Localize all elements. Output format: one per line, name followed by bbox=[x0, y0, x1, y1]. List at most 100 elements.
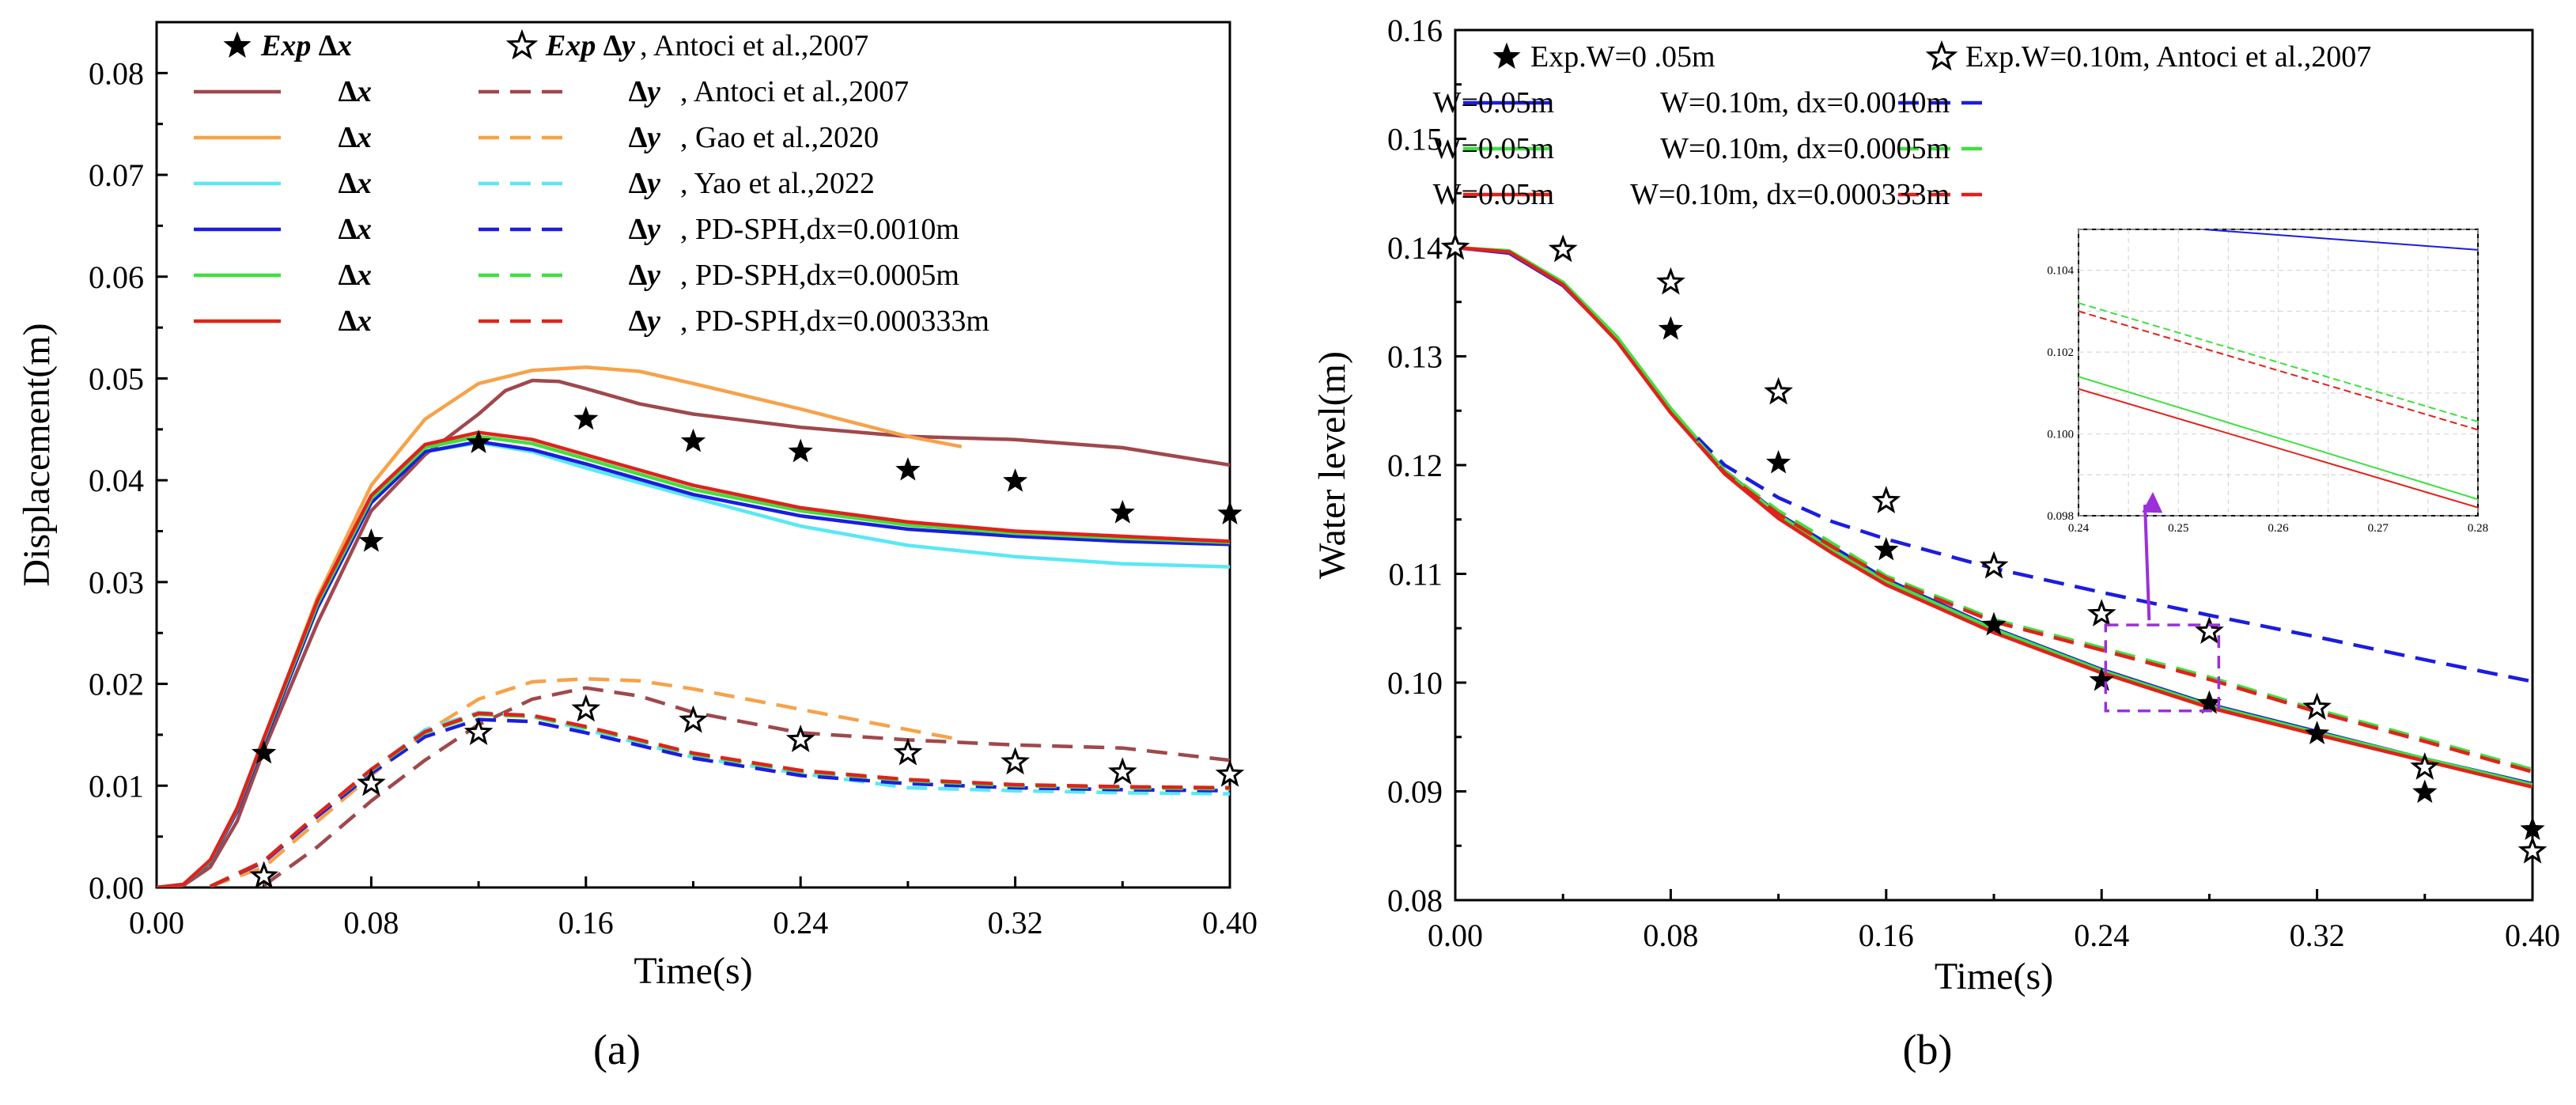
open-star-marker bbox=[1444, 236, 1467, 257]
filled-star-marker bbox=[897, 458, 920, 479]
y-tick-label: 0.03 bbox=[89, 565, 144, 600]
inset-x-tick-label: 0.24 bbox=[2068, 522, 2090, 535]
legend-left-label: W=0.05m bbox=[1433, 178, 1554, 211]
y-axis-label: Water level(m) bbox=[1311, 351, 1353, 579]
y-tick-label: 0.01 bbox=[89, 768, 144, 804]
y-tick-label: 0.06 bbox=[89, 259, 144, 295]
y-tick-label: 0.14 bbox=[1387, 230, 1443, 266]
legend-right-label: ∆y bbox=[629, 213, 660, 246]
open-star-marker bbox=[1659, 271, 1682, 292]
inset-y-tick-label: 0.102 bbox=[2047, 346, 2074, 359]
legend-suffix: , Antoci et al.,2007 bbox=[640, 29, 868, 62]
y-tick-label: 0.16 bbox=[1387, 13, 1443, 48]
legend-suffix: , PD-SPH,dx=0.000333m bbox=[680, 305, 989, 338]
filled-star-marker bbox=[1659, 317, 1682, 339]
y-tick-label: 0.08 bbox=[1387, 883, 1443, 918]
series-line bbox=[210, 714, 1230, 886]
series-line bbox=[157, 367, 962, 887]
legend-right-label: ∆y bbox=[629, 167, 660, 200]
series-line bbox=[210, 713, 1230, 887]
legend-suffix: , PD-SPH,dx=0.0005m bbox=[680, 259, 959, 292]
panel-b: 0.00 0.08 0.16 0.24 0.32 0.400.080.090.100.11… bbox=[1311, 13, 2560, 1073]
legend-left-label: ∆x bbox=[339, 259, 372, 292]
filled-star-marker bbox=[789, 440, 812, 461]
legend-left-label: ∆x bbox=[339, 75, 372, 108]
y-tick-label: 0.09 bbox=[1387, 774, 1443, 810]
filled-star-marker bbox=[1767, 451, 1790, 472]
open-star-marker bbox=[1983, 554, 2006, 576]
open-star-marker bbox=[2306, 696, 2328, 717]
y-tick-label: 0.13 bbox=[1387, 339, 1443, 375]
y-tick-label: 0.05 bbox=[89, 361, 144, 396]
inset-x-tick-label: 0.28 bbox=[2468, 522, 2488, 535]
x-tick-label: 0.40 bbox=[1202, 905, 1258, 940]
open-star-marker bbox=[1111, 761, 1134, 782]
y-tick-label: 0.02 bbox=[89, 667, 144, 702]
inset-x-tick-label: 0.25 bbox=[2168, 522, 2188, 535]
x-axis-label: Time(s) bbox=[1935, 956, 2053, 997]
inset-y-tick-label: 0.104 bbox=[2047, 265, 2074, 278]
open-star-marker bbox=[897, 741, 920, 763]
x-tick-label: 0.40 bbox=[2505, 918, 2560, 953]
legend-right-label: Exp.W=0.10m, Antoci et al.,2007 bbox=[1965, 40, 2371, 74]
series-line bbox=[210, 720, 1230, 887]
legend-left-label: W=0.05m bbox=[1433, 132, 1554, 165]
y-axis-label: Displacement(m) bbox=[16, 323, 58, 586]
open-star-marker bbox=[1767, 380, 1790, 402]
open-star-marker bbox=[1875, 489, 1898, 510]
x-axis-label: Time(s) bbox=[634, 950, 752, 992]
legend-suffix: , Gao et al.,2020 bbox=[680, 121, 879, 154]
legend-suffix: , Antoci et al.,2007 bbox=[680, 75, 909, 108]
legend-left-label: W=0.05m bbox=[1433, 86, 1554, 119]
x-tick-label: 0.24 bbox=[2074, 918, 2129, 953]
y-tick-label: 0.08 bbox=[89, 55, 144, 91]
open-star-marker bbox=[1552, 238, 1575, 259]
legend-right-label: ∆y bbox=[629, 121, 660, 154]
panel-label: (b) bbox=[1903, 1026, 1953, 1073]
inset-x-tick-label: 0.26 bbox=[2268, 522, 2289, 535]
x-tick-label: 0.00 bbox=[129, 905, 184, 940]
filled-star-marker bbox=[2306, 722, 2328, 744]
legend-left-label: ∆x bbox=[339, 305, 372, 338]
legend-right-label: Exp ∆y bbox=[545, 29, 635, 62]
series-line bbox=[210, 713, 1230, 887]
inset-chart: 0.24 0.25 0.26 0.27 0.28 0.098 0.100 0.102 0.104 bbox=[2047, 229, 2488, 535]
open-star-marker bbox=[682, 709, 705, 730]
legend-filled-star bbox=[1494, 44, 1519, 68]
x-tick-label: 0.32 bbox=[2290, 918, 2345, 953]
inset-y-tick-label: 0.100 bbox=[2047, 429, 2074, 441]
legend-open-star bbox=[1929, 44, 1954, 68]
series-line bbox=[157, 380, 1230, 887]
x-tick-label: 0.32 bbox=[988, 905, 1043, 940]
legend-right-label: W=0.10m, dx=0.0005m bbox=[1660, 132, 1950, 165]
legend-left-label: ∆x bbox=[339, 213, 372, 246]
y-tick-label: 0.00 bbox=[89, 870, 144, 906]
y-tick-label: 0.12 bbox=[1387, 448, 1443, 483]
legend-right-label: W=0.10m, dx=0.0010m bbox=[1660, 86, 1950, 119]
legend-right-label: ∆y bbox=[629, 75, 660, 108]
x-tick-label: 0.16 bbox=[558, 905, 614, 940]
filled-star-marker bbox=[1111, 501, 1134, 522]
y-tick-label: 0.07 bbox=[89, 157, 144, 193]
legend-open-star bbox=[509, 32, 535, 57]
inset-y-tick-label: 0.098 bbox=[2047, 510, 2074, 523]
y-tick-label: 0.11 bbox=[1388, 557, 1443, 592]
open-star-marker bbox=[2198, 619, 2221, 641]
x-tick-label: 0.08 bbox=[343, 905, 399, 940]
filled-star-marker bbox=[360, 529, 383, 551]
x-tick-label: 0.16 bbox=[1859, 918, 1914, 953]
legend-suffix: , Yao et al.,2022 bbox=[680, 167, 875, 200]
legend-left-label: ∆x bbox=[339, 167, 372, 200]
y-tick-label: 0.10 bbox=[1387, 665, 1443, 701]
legend-filled-star bbox=[225, 32, 250, 57]
legend-left-label: ∆x bbox=[339, 121, 372, 154]
inset-x-tick-label: 0.27 bbox=[2368, 522, 2389, 535]
legend-right-label: W=0.10m, dx=0.000333m bbox=[1630, 178, 1950, 211]
filled-star-marker bbox=[682, 430, 705, 451]
filled-star-marker bbox=[1004, 470, 1027, 491]
open-star-marker bbox=[467, 721, 490, 742]
figure: 0.00 0.08 0.16 0.24 0.32 0.40 0.00 0.01 0.02 0.03… bbox=[0, 0, 2576, 1105]
x-tick-label: 0.08 bbox=[1643, 918, 1698, 953]
open-star-marker bbox=[575, 698, 598, 719]
legend-left-label: Exp ∆x bbox=[260, 29, 352, 62]
